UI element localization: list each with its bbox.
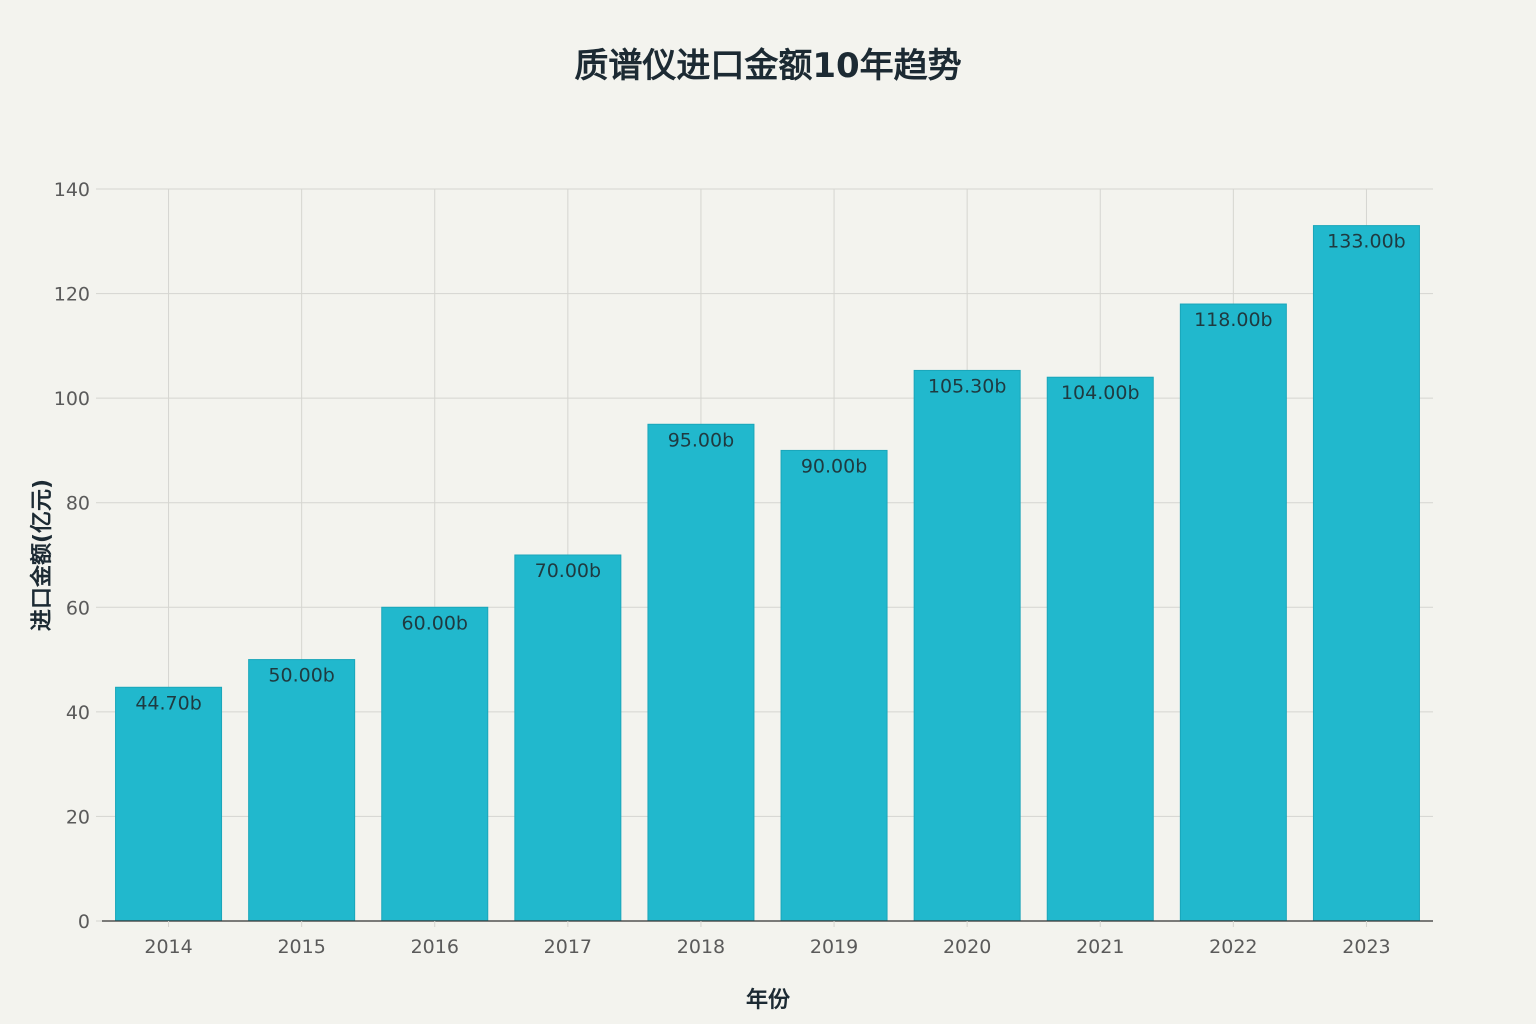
- bar-2021: [1046, 376, 1154, 922]
- x-tick-label: 2014: [144, 936, 192, 958]
- x-tick-label: 2023: [1342, 936, 1390, 958]
- bar-2014: [115, 686, 223, 922]
- bar-2023: [1312, 225, 1420, 922]
- y-tick-label: 80: [66, 493, 90, 515]
- data-label-2017: 70.00b: [535, 560, 601, 582]
- x-tick-label: 2021: [1076, 936, 1124, 958]
- bar-2018: [647, 423, 755, 922]
- data-label-2023: 133.00b: [1327, 231, 1406, 253]
- chart-title: 质谱仪进口金额10年趋势: [574, 46, 962, 86]
- x-tick-label: 2015: [277, 936, 325, 958]
- y-tick-label: 140: [54, 179, 90, 201]
- y-tick-label: 40: [66, 702, 90, 724]
- data-label-2020: 105.30b: [928, 375, 1007, 397]
- y-tick-label: 60: [66, 597, 90, 619]
- x-tick-label: 2022: [1209, 936, 1257, 958]
- y-tick-label: 20: [66, 806, 90, 828]
- y-tick-label: 120: [54, 284, 90, 306]
- y-tick-label: 100: [54, 388, 90, 410]
- bar-2022: [1179, 303, 1287, 922]
- data-label-2016: 60.00b: [402, 612, 468, 634]
- x-tick-label: 2016: [411, 936, 459, 958]
- x-axis-title: 年份: [745, 988, 790, 1013]
- data-label-2015: 50.00b: [268, 665, 334, 687]
- data-label-2022: 118.00b: [1194, 309, 1273, 331]
- bar-2020: [913, 369, 1021, 922]
- bar-2017: [514, 554, 622, 922]
- bar-2015: [248, 659, 356, 922]
- bar-2019: [780, 449, 888, 922]
- data-label-2021: 104.00b: [1061, 382, 1140, 404]
- data-label-2014: 44.70b: [135, 692, 201, 714]
- x-tick-label: 2019: [810, 936, 858, 958]
- x-tick-label: 2018: [677, 936, 725, 958]
- y-tick-label: 0: [78, 911, 90, 933]
- data-label-2018: 95.00b: [668, 429, 734, 451]
- x-tick-label: 2017: [544, 936, 592, 958]
- bar-2016: [381, 606, 489, 922]
- x-tick-label: 2020: [943, 936, 991, 958]
- data-label-2019: 90.00b: [801, 455, 867, 477]
